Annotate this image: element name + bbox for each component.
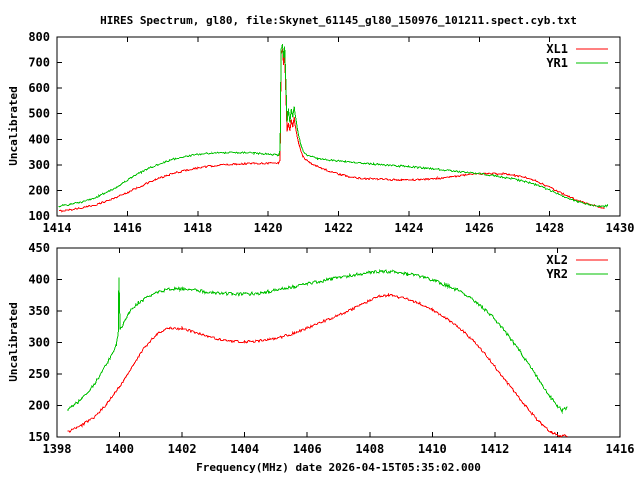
y-tick-label: 400	[28, 132, 50, 146]
figure-title: HIRES Spectrum, gl80, file:Skynet_61145_…	[100, 14, 577, 27]
legend-label-YR1: YR1	[546, 56, 568, 70]
y-tick-label: 350	[28, 304, 50, 318]
y-tick-label: 700	[28, 56, 50, 70]
series-curve-XL1	[58, 48, 605, 213]
x-tick-label: 1406	[293, 442, 322, 456]
y-tick-label: 400	[28, 273, 50, 287]
x-tick-label: 1420	[254, 221, 283, 235]
x-tick-label: 1404	[230, 442, 259, 456]
x-tick-label: 1402	[168, 442, 197, 456]
x-tick-label: 1428	[535, 221, 564, 235]
x-tick-label: 1400	[105, 442, 134, 456]
x-tick-label: 1424	[394, 221, 423, 235]
plot-2-frame: 1398 1400 1402 1404 1406 1408 1410 1412 1414 1416…	[28, 241, 634, 456]
series-curve-YR1	[58, 43, 609, 208]
legend-label-XL1: XL1	[546, 42, 568, 56]
x-tick-label: 1414	[43, 221, 72, 235]
legend-label-XL2: XL2	[546, 253, 568, 267]
legend-label-YR2: YR2	[546, 267, 568, 281]
x-tick-label: 1418	[183, 221, 212, 235]
x-tick-label: 1408	[355, 442, 384, 456]
x-tick-label: 1416	[113, 221, 142, 235]
y-tick-label: 500	[28, 107, 50, 121]
series-curve-XL2	[67, 292, 568, 438]
y-tick-label: 200	[28, 399, 50, 413]
plot-border	[56, 36, 621, 217]
x-tick-label: 1416	[606, 442, 635, 456]
y-tick-label: 450	[28, 241, 50, 255]
y-tick-label: 150	[28, 430, 50, 444]
y-tick-label: 800	[28, 30, 50, 44]
plot-1-frame: 1414 1416 1418 1420 1422 1424 1426 1428 1430 100 2…	[28, 30, 634, 235]
series-curve-YR2	[67, 269, 568, 415]
y-tick-label: 300	[28, 336, 50, 350]
y-tick-label: 250	[28, 367, 50, 381]
x-tick-label: 1410	[418, 442, 447, 456]
plot-border	[56, 247, 621, 438]
x-tick-label: 1430	[606, 221, 635, 235]
y-tick-label: 100	[28, 209, 50, 223]
y-tick-label: 600	[28, 81, 50, 95]
x-tick-label: 1398	[43, 442, 72, 456]
x-axis-label: Frequency(MHz) date 2026-04-15T05:35:02.…	[196, 461, 481, 474]
y-tick-label: 200	[28, 183, 50, 197]
x-tick-label: 1414	[543, 442, 572, 456]
x-tick-label: 1422	[324, 221, 353, 235]
y-tick-label: 300	[28, 158, 50, 172]
x-tick-label: 1412	[480, 442, 509, 456]
x-tick-label: 1426	[465, 221, 494, 235]
